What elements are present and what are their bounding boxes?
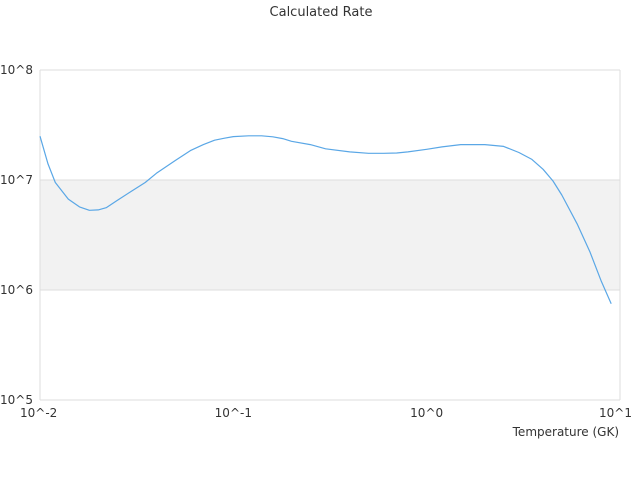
shaded-band: [40, 180, 620, 290]
rate-series: [39, 135, 612, 304]
y-tick-label: 10^7: [0, 173, 33, 187]
x-tick-label: 10^-2: [20, 406, 57, 420]
y-tick-label: 10^8: [0, 63, 33, 77]
x-tick-label: 10^0: [410, 406, 443, 420]
series-line: [39, 135, 612, 304]
x-axis-label: Temperature (GK): [512, 425, 619, 439]
grid-lines: [39, 69, 621, 401]
x-tick-labels: 10^-2 10^-1 10^0 10^1: [20, 406, 632, 420]
x-tick-label: 10^1: [599, 406, 632, 420]
band-rect: [40, 180, 620, 290]
x-tick-label: 10^-1: [215, 406, 252, 420]
chart-title: Calculated Rate: [270, 5, 373, 20]
y-tick-labels: 10^5 10^6 10^7 10^8: [0, 63, 33, 407]
y-tick-label: 10^6: [0, 283, 33, 297]
y-tick-label: 10^5: [0, 393, 33, 407]
